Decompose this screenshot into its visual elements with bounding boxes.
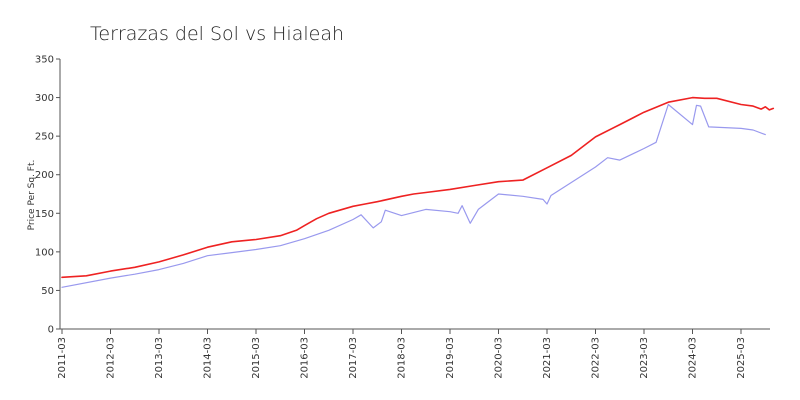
- x-tick-label: 2023-03: [639, 337, 650, 379]
- series-line-2: [61, 103, 766, 288]
- series-lines: [61, 96, 775, 288]
- x-tick-label: 2021-03: [542, 337, 553, 379]
- y-tick-label: 250: [35, 132, 54, 143]
- y-tick-label: 0: [48, 325, 54, 336]
- y-tick-label: 100: [35, 247, 54, 258]
- y-tick-label: 150: [35, 209, 54, 220]
- x-axis-ticks: 2011-03 2012-03 2013-03 2014-03 2015-03 2016-…: [57, 329, 747, 379]
- y-tick-label: 200: [35, 170, 54, 181]
- x-tick-label: 2017-03: [348, 337, 359, 379]
- x-tick-label: 2012-03: [106, 337, 117, 379]
- x-tick-label: 2025-03: [736, 337, 747, 379]
- series-line-1: [61, 96, 775, 279]
- x-tick-label: 2011-03: [57, 337, 68, 379]
- x-tick-label: 2014-03: [203, 337, 214, 379]
- x-tick-label: 2024-03: [688, 337, 699, 379]
- y-tick-label: 300: [35, 93, 54, 104]
- y-tick-label: 350: [35, 55, 54, 66]
- x-tick-label: 2022-03: [591, 337, 602, 379]
- x-tick-label: 2015-03: [251, 337, 262, 379]
- chart-title: Terrazas del Sol vs Hialeah: [90, 23, 344, 45]
- y-tick-label: 50: [41, 286, 54, 297]
- y-axis-label: Price Per Sq. Ft.: [27, 160, 37, 231]
- x-tick-label: 2016-03: [300, 337, 311, 379]
- x-tick-label: 2018-03: [397, 337, 408, 379]
- x-tick-label: 2013-03: [154, 337, 165, 379]
- x-tick-label: 2019-03: [445, 337, 456, 379]
- y-axis-ticks: 0 50 100 150 200 250 300 350: [35, 55, 60, 336]
- x-tick-label: 2020-03: [494, 337, 505, 379]
